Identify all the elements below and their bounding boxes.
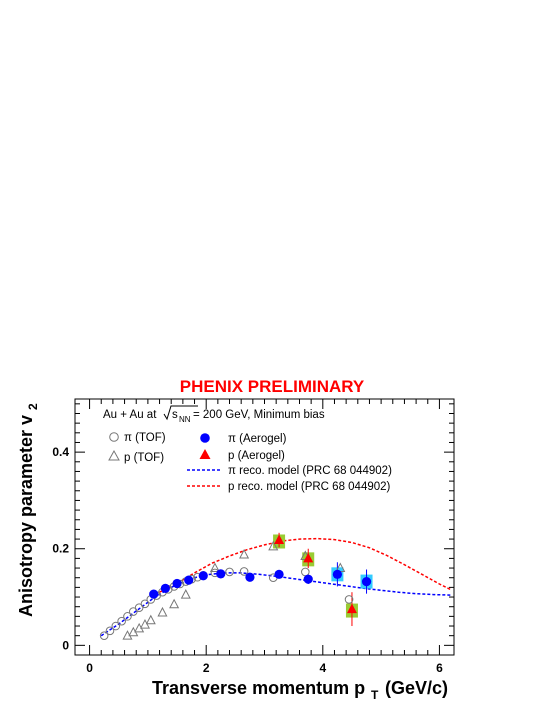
y-tick-label: 0	[62, 638, 69, 652]
data-point-pi-aerogel	[274, 569, 284, 579]
axis-ticks: 0 2 4 6 0 0.2 0.4	[52, 399, 454, 675]
legend-label-p-model: p reco. model (PRC 68 044902)	[228, 481, 391, 493]
data-point-pi-tof	[117, 616, 126, 626]
data-point-pi-tof	[134, 603, 144, 612]
legend-label-pi-model: π reco. model (PRC 68 044902)	[228, 465, 392, 477]
data-point-pi-tof	[105, 626, 115, 636]
data-point-p-aerogel	[303, 552, 314, 563]
data-point-pi-tof	[344, 595, 354, 604]
data-point-pi-aerogel	[303, 574, 313, 584]
data-point-pi-tof	[239, 567, 249, 576]
y-axis-label-main: Anisotropy parameter v	[16, 415, 36, 617]
x-axis-label-unit: (GeV/c)	[385, 678, 448, 698]
y-axis-label: Anisotropy parameter v 2	[16, 403, 40, 617]
legend-label-pi-tof: π (TOF)	[124, 432, 166, 444]
data-point-pi-tof	[99, 631, 109, 640]
data-point-pi-aerogel	[332, 569, 342, 579]
x-tick-label: 2	[203, 661, 210, 675]
data-point-pi-aerogel	[172, 578, 182, 589]
data-point-pi-tof	[225, 567, 234, 577]
legend-marker-p-aerogel	[199, 449, 211, 459]
annotation-suffix: = 200 GeV, Minimum bias	[193, 409, 325, 421]
data-point-p-tof	[157, 606, 168, 617]
annotation-sqrt-var: s	[172, 409, 178, 421]
legend: π (TOF) p (TOF) π (Aerogel) p (Aerogel) …	[108, 432, 392, 493]
data-point-pi-tof	[129, 607, 138, 616]
x-tick-label: 4	[319, 661, 326, 675]
legend-marker-p-tof	[108, 449, 120, 461]
data-point-p-aerogel	[346, 603, 357, 614]
data-point-pi-aerogel	[361, 576, 372, 587]
y-tick-label: 0.4	[52, 445, 69, 459]
data-point-pi-aerogel	[245, 572, 255, 582]
sqrt-symbol	[163, 405, 198, 421]
legend-label-p-aerogel: p (Aerogel)	[228, 450, 285, 462]
x-axis-label-sub: T	[371, 688, 379, 702]
legend-label-p-tof: p (TOF)	[124, 452, 164, 464]
data-point-pi-aerogel	[149, 589, 159, 599]
data-point-p-tof	[268, 540, 279, 551]
x-tick-label: 6	[436, 661, 443, 675]
x-axis-label: Transverse momentum p T (GeV/c)	[152, 678, 448, 702]
x-tick-label: 0	[86, 661, 93, 675]
data-point-pi-aerogel	[216, 569, 226, 579]
data-points	[99, 534, 372, 640]
data-point-p-tof	[239, 548, 250, 559]
data-point-pi-aerogel	[184, 575, 194, 585]
data-point-pi-tof	[111, 621, 121, 631]
chart-title: PHENIX PRELIMINARY	[180, 377, 365, 396]
y-axis-label-sub: 2	[26, 403, 40, 410]
model-curve	[159, 537, 452, 593]
y-tick-label: 0.2	[52, 542, 69, 556]
annotation-sqrt-sub: NN	[179, 415, 191, 424]
x-axis-label-main: Transverse momentum p	[152, 678, 365, 698]
data-point-p-aerogel	[274, 534, 285, 545]
collision-annotation: Au + Au at s NN = 200 GeV, Minimum bias	[103, 405, 325, 424]
legend-label-pi-aerogel: π (Aerogel)	[228, 433, 287, 445]
data-point-p-tof	[169, 598, 180, 609]
data-point-pi-aerogel	[198, 571, 208, 581]
data-point-p-tof	[180, 589, 191, 599]
data-point-pi-aerogel	[160, 583, 170, 593]
data-point-p-tof	[145, 614, 156, 625]
legend-marker-pi-tof	[109, 432, 119, 442]
annotation-prefix: Au + Au at	[103, 409, 157, 421]
data-point-pi-tof	[140, 599, 150, 609]
legend-marker-pi-aerogel	[200, 433, 210, 443]
data-point-pi-tof	[123, 612, 132, 621]
data-point-p-tof	[209, 562, 220, 573]
